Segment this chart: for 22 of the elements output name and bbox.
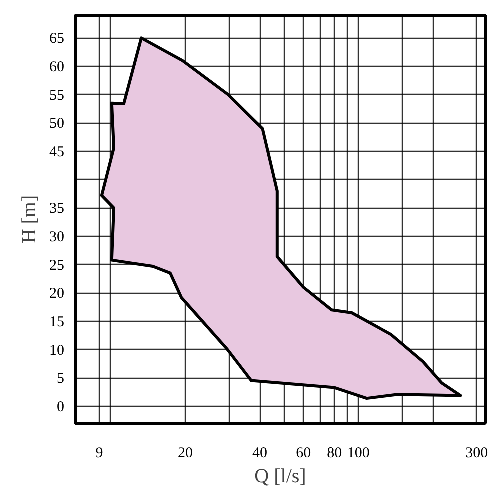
- x-tick-label: 60: [296, 446, 312, 462]
- y-tick-label: 65: [50, 31, 64, 48]
- y-tick-label: 50: [50, 116, 64, 132]
- x-axis-title: Q [l/s]: [254, 466, 306, 488]
- y-tick-label: 60: [50, 60, 64, 76]
- y-tick-label: 0: [57, 400, 64, 416]
- y-tick-label: 45: [50, 144, 64, 160]
- x-tick-label: 20: [178, 446, 193, 462]
- x-tick-label: 80: [327, 446, 342, 462]
- x-tick-label: 300: [466, 446, 488, 462]
- y-tick-label: 20: [50, 286, 64, 302]
- x-tick-label: 40: [252, 446, 268, 462]
- y-tick-label: 15: [50, 314, 64, 330]
- y-tick-label: 35: [50, 201, 64, 218]
- y-tick-label: 25: [50, 258, 64, 274]
- y-tick-label: 30: [50, 230, 64, 246]
- y-tick-label: 55: [50, 88, 64, 104]
- y-tick-label: 10: [50, 342, 64, 359]
- x-tick-label: 9: [96, 446, 104, 462]
- y-tick-label: 5: [57, 371, 64, 388]
- x-tick-label: 100: [347, 446, 370, 462]
- y-axis-title: H [m]: [18, 195, 40, 244]
